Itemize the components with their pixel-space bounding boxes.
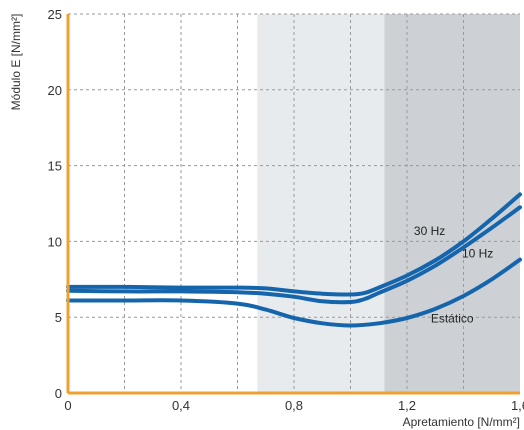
y-tick-label: 10: [48, 234, 62, 249]
x-tick-label: 1,2: [398, 398, 416, 413]
y-tick-label: 25: [48, 7, 62, 22]
x-axis-title: Apretamiento [N/mm²]: [403, 415, 520, 429]
series-lines: [66, 192, 522, 328]
shaded-region-1: [257, 14, 385, 393]
series-labels: 30 Hz 10 Hz Estático: [414, 224, 493, 326]
y-tick-label: 20: [48, 83, 62, 98]
shaded-region-2: [384, 14, 520, 393]
x-tick-label: 1,6: [511, 398, 524, 413]
y-tick-label: 15: [48, 159, 62, 174]
x-tick-label: 0: [64, 398, 71, 413]
y-axis-title: Módulo E [N/mm²]: [9, 14, 23, 111]
y-tick-label: 5: [55, 310, 62, 325]
shaded-regions: [257, 14, 520, 393]
series-line-10-hz: [66, 205, 522, 305]
series-label: 10 Hz: [462, 247, 493, 261]
axes: [66, 14, 520, 395]
series-label: 30 Hz: [414, 224, 445, 238]
x-tick-label: 0,8: [285, 398, 303, 413]
x-tick-label: 0,4: [172, 398, 190, 413]
series-line-est-tico: [66, 257, 522, 328]
y-tick-label: 0: [55, 386, 62, 401]
series-line-30-hz: [66, 192, 522, 297]
tick-labels: 0 0,4 0,8 1,2 1,6 0 5 10 15 20 25: [48, 7, 524, 413]
series-label: Estático: [431, 312, 474, 326]
